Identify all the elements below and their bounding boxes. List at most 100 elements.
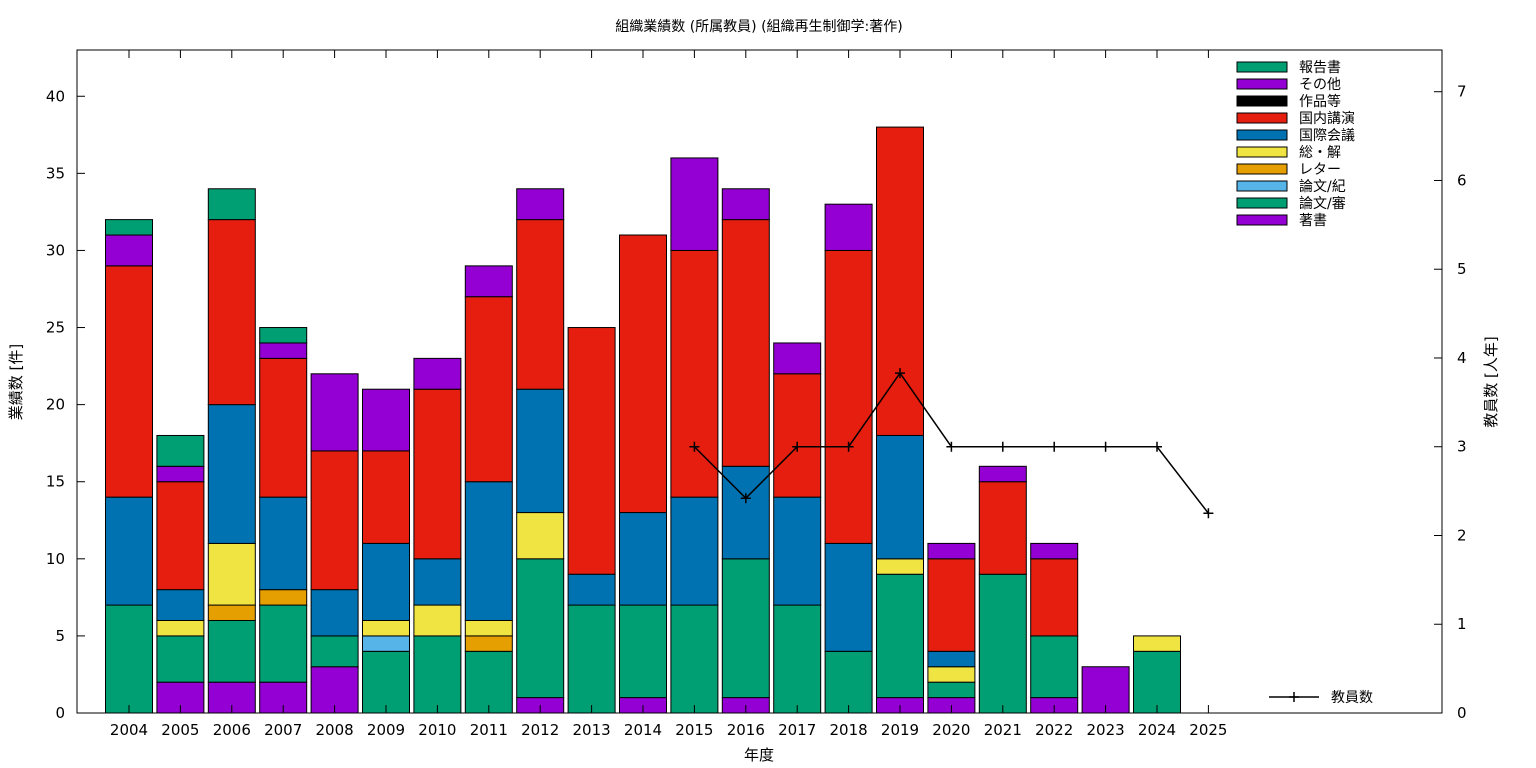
- bar-segment: [773, 373, 822, 498]
- y-tick-label: 35: [46, 164, 65, 182]
- bar-segment: [978, 481, 1027, 575]
- x-tick-label: 2014: [624, 721, 662, 739]
- bar-segment: [156, 589, 205, 621]
- x-tick-label: 2024: [1138, 721, 1176, 739]
- legend-label: 報告書: [1299, 60, 1341, 76]
- x-tick-label: 2005: [161, 721, 199, 739]
- bar-segment: [773, 604, 822, 714]
- bar-segment: [156, 434, 205, 467]
- bar-segment: [824, 542, 873, 652]
- bar-segment: [670, 496, 719, 606]
- bar-segment: [105, 265, 153, 498]
- x-tick-label: 2010: [418, 721, 456, 739]
- bar-segment: [464, 650, 513, 714]
- line-point: [843, 441, 854, 452]
- legend-swatch: [1236, 78, 1288, 90]
- y-tick-label: 0: [55, 704, 65, 722]
- bar-segment: [927, 681, 976, 699]
- bar-segment: [516, 219, 565, 390]
- bar-segment: [464, 265, 513, 298]
- bar-segment: [310, 450, 359, 591]
- bar-segment: [156, 465, 205, 483]
- legend-swatch: [1236, 129, 1288, 141]
- y-axis-label: 業績数 [件]: [7, 344, 25, 420]
- line-point: [792, 441, 803, 452]
- y-tick-label: 25: [46, 319, 65, 337]
- bar-segment: [362, 542, 410, 621]
- legend-swatch: [1236, 214, 1288, 226]
- y2-tick-label: 2: [1457, 526, 1467, 544]
- bar-segment: [516, 558, 565, 699]
- x-tick-label: 2025: [1189, 721, 1227, 739]
- x-tick-label: 2009: [367, 721, 405, 739]
- legend-swatch: [1236, 112, 1288, 124]
- bar-segment: [464, 619, 513, 637]
- bar-segment: [207, 219, 256, 406]
- bar-segment: [413, 604, 462, 637]
- x-tick-label: 2013: [573, 721, 611, 739]
- bar-segment: [978, 465, 1027, 483]
- bar-segment: [362, 635, 410, 652]
- bar-segment: [927, 666, 976, 683]
- bars-layer: [105, 126, 1181, 714]
- bar-segment: [824, 203, 873, 251]
- bar-segment: [105, 234, 153, 267]
- bar-segment: [721, 219, 770, 467]
- x-tick-label: 2018: [830, 721, 868, 739]
- bar-segment: [310, 635, 359, 668]
- bar-segment: [156, 635, 205, 683]
- y2-tick-label: 1: [1457, 615, 1467, 633]
- x-tick-label: 2021: [984, 721, 1022, 739]
- x-tick-label: 2020: [932, 721, 970, 739]
- bar-segment: [207, 542, 256, 606]
- bar-segment: [413, 388, 462, 560]
- x-tick-label: 2015: [675, 721, 713, 739]
- bar-segment: [413, 558, 462, 606]
- bar-segment: [207, 619, 256, 683]
- line-point: [895, 368, 905, 379]
- x-tick-label: 2023: [1087, 721, 1125, 739]
- bar-segment: [824, 249, 873, 544]
- x-tick-label: 2008: [316, 721, 354, 739]
- bar-segment: [876, 126, 924, 436]
- bar-segment: [464, 481, 513, 621]
- chart-title: 組織業績数 (所属教員) (組織再生制御学:著作): [615, 19, 902, 35]
- y-tick-label: 5: [55, 627, 65, 645]
- y-tick-label: 10: [46, 550, 65, 568]
- x-tick-label: 2019: [881, 721, 919, 739]
- legend-label: その他: [1299, 77, 1341, 93]
- bar-segment: [670, 604, 719, 714]
- line-point: [740, 493, 751, 504]
- bar-segment: [773, 496, 822, 606]
- y2-tick-label: 3: [1457, 438, 1467, 456]
- legend-swatch: [1236, 95, 1288, 107]
- bar-segment: [259, 604, 308, 683]
- bar-segment: [105, 496, 153, 606]
- bar-segment: [927, 558, 976, 652]
- bar-segment: [1133, 635, 1181, 652]
- bar-segment: [670, 157, 719, 251]
- y2-tick-label: 7: [1457, 83, 1467, 101]
- bar-segment: [773, 342, 822, 375]
- bar-segment: [1030, 635, 1079, 699]
- bar-segment: [619, 234, 667, 514]
- x-tick-label: 2017: [778, 721, 816, 739]
- line-point: [1203, 508, 1214, 519]
- legend-label: 論文/紀: [1299, 179, 1346, 195]
- bar-segment: [721, 558, 770, 699]
- bar-segment: [1030, 542, 1079, 560]
- legend-swatch: [1236, 163, 1288, 175]
- legend-swatch: [1236, 146, 1288, 158]
- bar-segment: [927, 542, 976, 560]
- legend-label: 論文/審: [1299, 196, 1346, 212]
- x-tick-label: 2012: [521, 721, 559, 739]
- bar-segment: [567, 604, 616, 714]
- bar-segment: [259, 342, 308, 359]
- line-point: [946, 441, 957, 452]
- bar-segment: [516, 388, 565, 514]
- x-tick-label: 2004: [110, 721, 148, 739]
- bar-segment: [207, 404, 256, 544]
- bar-segment: [516, 188, 565, 221]
